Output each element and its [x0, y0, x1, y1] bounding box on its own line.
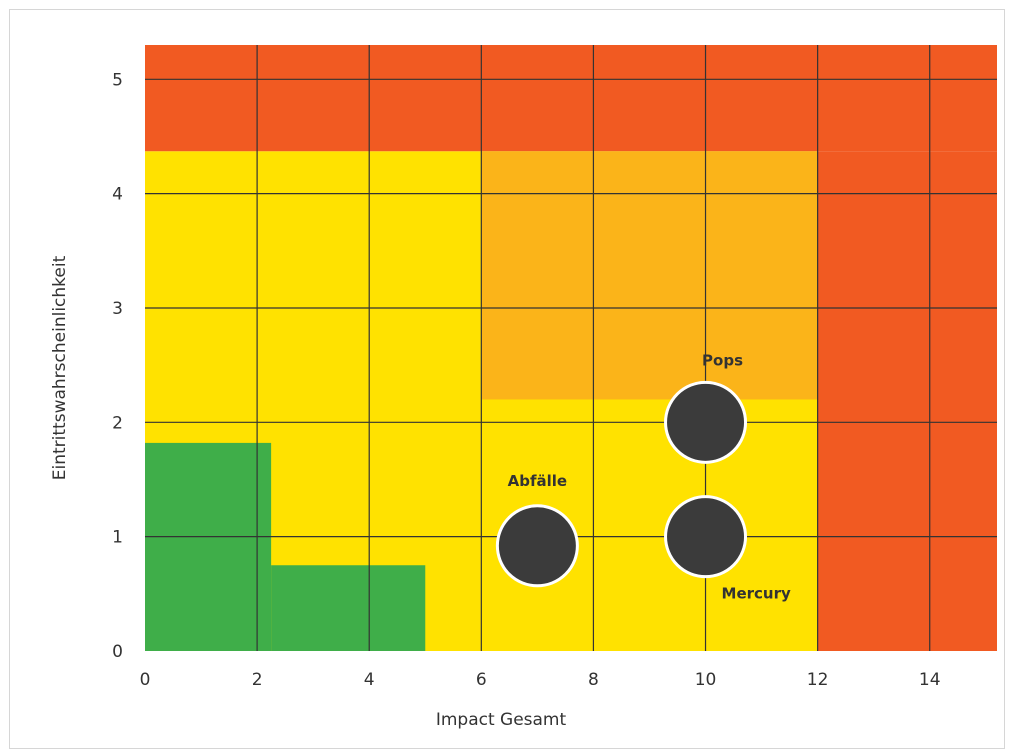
x-axis-title: Impact Gesamt [436, 710, 567, 730]
zone-green [271, 565, 426, 651]
zone-orange [481, 151, 818, 400]
x-tick-label: 14 [919, 670, 941, 690]
y-axis-title: Eintrittswahrscheinlichkeit [50, 255, 70, 480]
x-tick-label: 12 [807, 670, 829, 690]
data-point-label: Pops [702, 351, 743, 369]
data-point-marker [664, 495, 748, 579]
y-tick-label: 4 [112, 185, 123, 205]
x-tick-label: 8 [588, 670, 599, 690]
x-tick-label: 4 [364, 670, 375, 690]
x-tick-label: 6 [476, 670, 487, 690]
data-point-label: Abfälle [508, 472, 567, 490]
data-point-marker [664, 380, 748, 464]
y-tick-label: 5 [112, 70, 123, 90]
zone-green [145, 442, 272, 651]
x-tick-label: 10 [695, 670, 717, 690]
y-tick-labels: 0 1 2 3 4 5 [112, 70, 123, 662]
zone-red [145, 45, 997, 152]
y-tick-label: 1 [112, 528, 123, 548]
x-tick-label: 0 [140, 670, 151, 690]
y-tick-label: 2 [112, 413, 123, 433]
x-tick-label: 2 [252, 670, 263, 690]
x-tick-labels: 0 2 4 6 8 10 12 14 [140, 670, 941, 690]
y-tick-label: 3 [112, 299, 123, 319]
data-point-label: Mercury [722, 585, 791, 603]
zone-red [817, 151, 997, 651]
y-tick-label: 0 [112, 642, 123, 662]
data-points: Pops Abfälle Mercury [495, 351, 791, 603]
data-point-marker [495, 504, 579, 588]
